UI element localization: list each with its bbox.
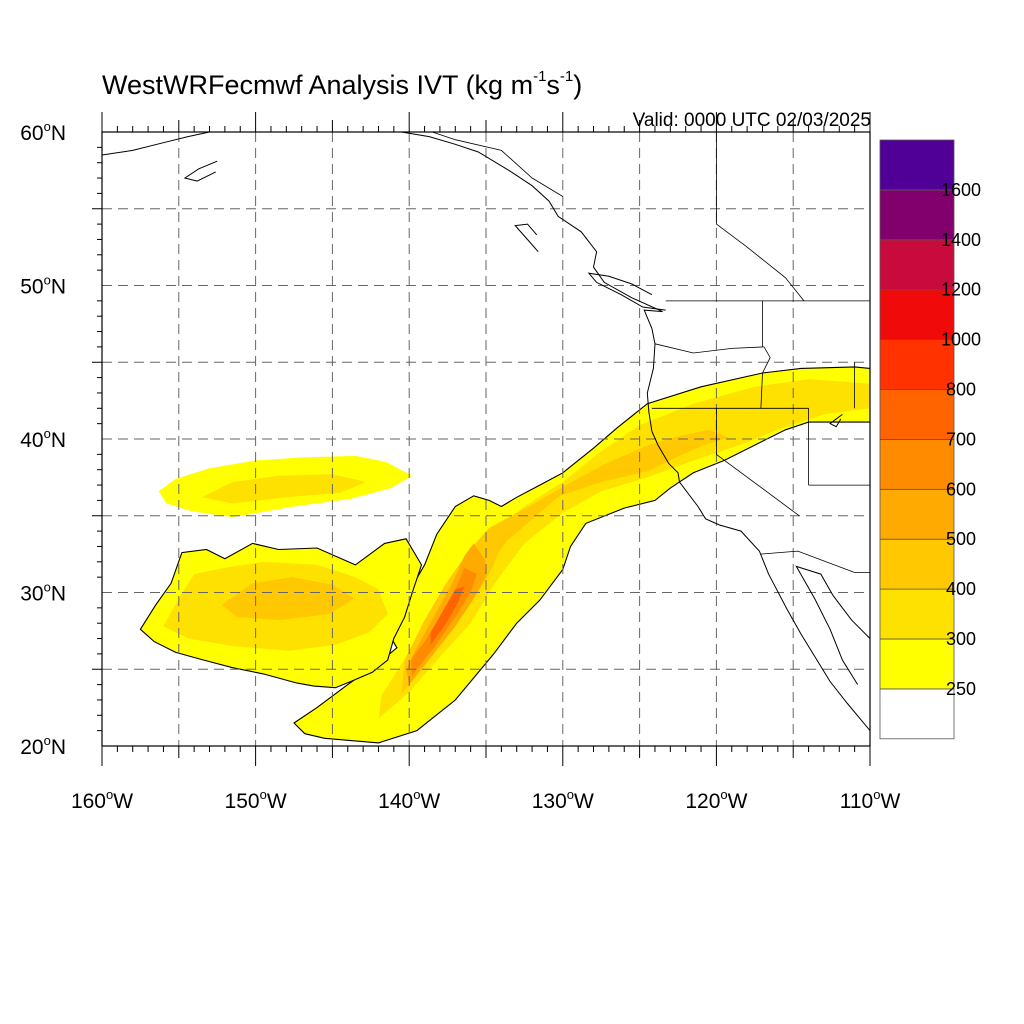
colorbar-swatch [879,538,955,590]
kodiak-island [183,160,218,182]
colorbar-label: 1200 [941,280,981,300]
lat-label: 50oN [20,273,66,299]
colorbar-swatch [879,638,955,690]
lon-label: 150oW [225,787,287,813]
colorbar-label: 600 [946,479,976,499]
bc-alberta [716,132,805,302]
lat-label: 60oN [20,119,66,145]
colorbar: 250 300 400 500 600 700 800 1000 1200 1400 1600 [879,139,981,740]
colorbar-label: 1400 [941,230,981,250]
coastlines [102,132,870,731]
haida-gwaii [514,223,539,253]
northern-patch-300 [201,474,367,504]
colorbar-swatch [879,688,955,740]
colorbar-swatch [879,588,955,640]
canada-alaska [432,132,564,197]
colorbar-label: 1600 [941,180,981,200]
vancouver-island [587,272,666,311]
axis-ticks [92,112,871,766]
main-ar-core-300 [378,379,870,719]
lon-label: 120oW [685,787,747,813]
lon-label: 140oW [378,787,440,813]
grid-lines [102,132,870,746]
colorbar-label: 500 [946,529,976,549]
or-id [760,346,771,409]
lon-label: 110oW [840,787,901,813]
colorbar-swatch [879,488,955,540]
colorbar-label: 800 [946,380,976,400]
lat-label: 40oN [20,426,66,452]
colorbar-swatch [879,189,955,241]
lon-label: 130oW [532,787,594,813]
us-mexico [760,550,870,573]
main-ar-core-700 [430,586,465,645]
colorbar-label: 250 [946,679,976,699]
axis-labels: 60oN 50oN 40oN 30oN 20oN 160oW 150oW 140oW 130oW… [20,119,900,813]
colorbar-swatch [879,239,955,291]
colorbar-swatch [879,139,955,191]
colorbar-label: 300 [946,629,976,649]
colorbar-swatch [879,289,955,341]
colorbar-label: 400 [946,579,976,599]
political-borders [432,132,870,573]
colorbar-label: 1000 [941,330,981,350]
north-america-coast [401,132,870,731]
colorbar-swatch [879,438,955,490]
map-title: WestWRFecmwf Analysis IVT (kg m-1s-1) [102,68,583,100]
mid-lat-lake [829,413,843,428]
ca-nv [716,408,800,517]
baja-gulf-coast [795,565,870,685]
colorbar-label: 700 [946,429,976,449]
lat-label: 20oN [20,733,66,759]
colorbar-swatch [879,389,955,440]
valid-time: Valid: 0000 UTC 02/03/2025 [632,110,871,131]
wa-or [654,343,765,354]
lat-label: 30oN [20,580,66,606]
lon-label: 160oW [71,787,133,813]
colorbar-swatch [879,339,955,390]
alaska-coast [102,132,210,156]
southwest-lobe-400 [221,577,354,621]
